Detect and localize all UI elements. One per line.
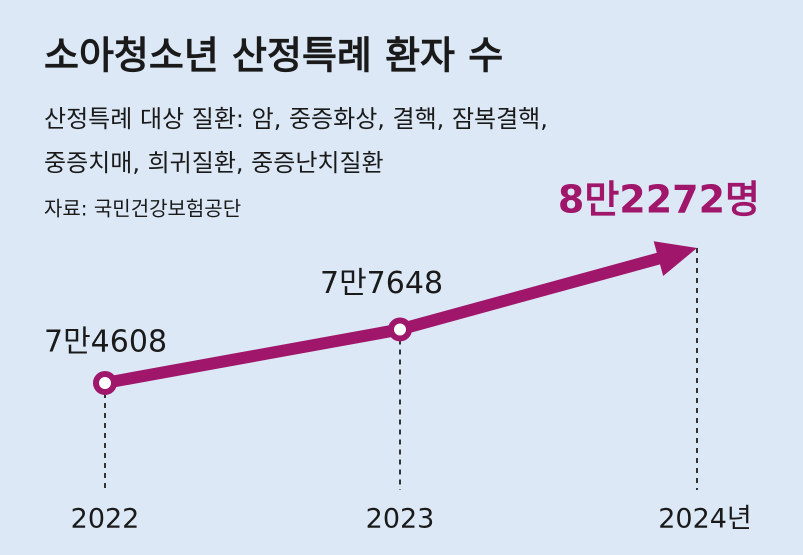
data-point xyxy=(93,371,117,395)
value-label: 8만2272명 xyxy=(558,178,760,222)
x-tick-label: 2023 xyxy=(366,504,435,535)
data-point xyxy=(388,317,412,342)
x-tick-label: 2022 xyxy=(71,504,140,535)
source: 자료: 국민건강보험공단 xyxy=(44,197,241,221)
subtitle-line: 중증치매, 희귀질환, 중증난치질환 xyxy=(44,149,384,177)
x-tick-label: 2024년 xyxy=(658,504,752,535)
subtitle-line: 산정특례 대상 질환: 암, 중증화상, 결핵, 잠복결핵, xyxy=(44,105,548,133)
value-label: 7만7648 xyxy=(320,266,443,301)
arrowhead xyxy=(653,241,697,276)
value-label: 7만4608 xyxy=(44,325,167,360)
chart-title: 소아청소년 산정특례 환자 수 xyxy=(44,34,503,78)
